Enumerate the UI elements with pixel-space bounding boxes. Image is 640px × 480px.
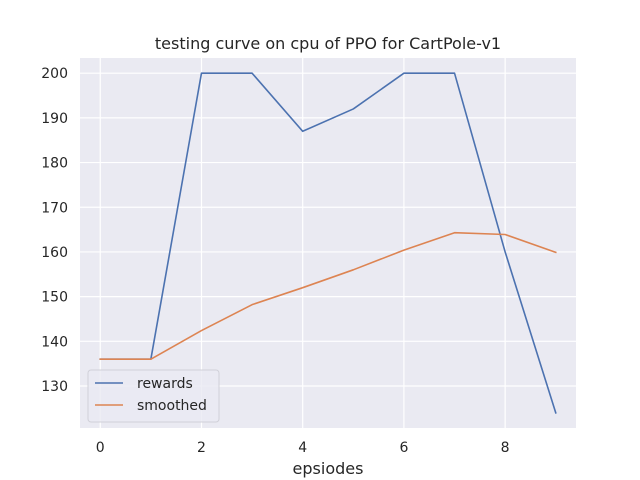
- x-tick-label: 4: [298, 440, 307, 456]
- y-tick-label: 180: [41, 156, 68, 172]
- legend-label-smoothed: smoothed: [137, 398, 207, 414]
- series-line-rewards: [99, 72, 557, 414]
- chart-title: testing curve on cpu of PPO for CartPole…: [155, 34, 501, 53]
- series-line-smoothed: [99, 231, 557, 360]
- y-tick-label: 200: [41, 66, 68, 82]
- legend-label-rewards: rewards: [137, 376, 193, 392]
- y-tick-label: 170: [41, 200, 68, 216]
- series-lines: [99, 72, 557, 414]
- x-axis-label: epsiodes: [293, 459, 364, 478]
- x-tick-label: 0: [96, 440, 105, 456]
- x-tick-label: 8: [501, 440, 510, 456]
- y-tick-label: 140: [41, 334, 68, 350]
- y-tick-label: 160: [41, 245, 68, 261]
- y-tick-labels: 130 140 150 160 170 180 190 200: [41, 66, 68, 395]
- legend: rewards smoothed: [87, 369, 220, 423]
- x-tick-label: 2: [197, 440, 206, 456]
- x-tick-labels: 0 2 4 6 8: [96, 440, 510, 456]
- y-tick-label: 150: [41, 290, 68, 306]
- y-tick-label: 130: [41, 379, 68, 395]
- y-tick-label: 190: [41, 111, 68, 127]
- x-tick-label: 6: [399, 440, 408, 456]
